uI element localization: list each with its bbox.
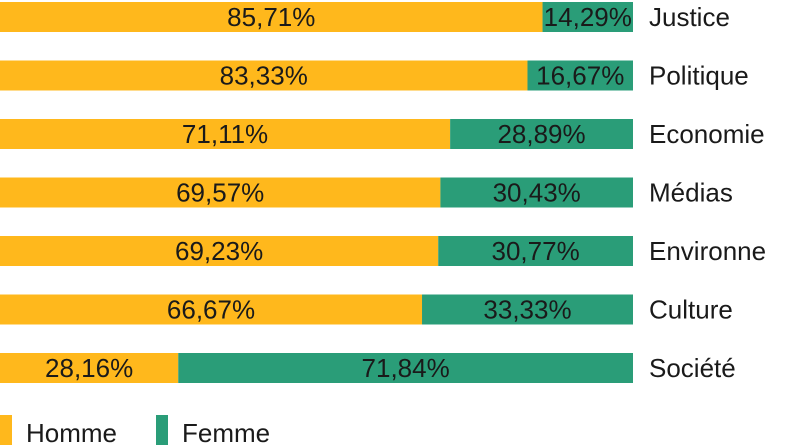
legend: Homme Femme (0, 415, 270, 448)
bar-homme-economie (0, 119, 451, 149)
data-label-homme-politique: 83,33% (220, 61, 308, 91)
data-label-femme-culture: 33,33% (483, 295, 571, 325)
bar-homme-justice (0, 2, 543, 32)
data-label-femme-justice: 14,29% (544, 2, 632, 32)
data-label-homme-medias: 69,57% (176, 178, 264, 208)
data-label-femme-politique: 16,67% (536, 61, 624, 91)
bar-homme-societe (0, 353, 179, 383)
data-label-homme-societe: 28,16% (45, 353, 133, 383)
bar-femme-culture (422, 294, 633, 325)
category-label-culture: Culture (649, 295, 733, 325)
category-label-medias: Médias (649, 178, 733, 208)
data-label-femme-environne: 30,77% (492, 236, 580, 266)
data-label-femme-societe: 71,84% (362, 353, 450, 383)
data-label-homme-economie: 71,11% (182, 119, 268, 149)
legend-swatch-femme (156, 415, 168, 445)
data-label-homme-justice: 85,71% (227, 2, 315, 32)
category-label-justice: Justice (649, 2, 730, 32)
bar-homme-culture (0, 294, 423, 325)
legend-swatch-homme (0, 415, 12, 445)
bar-homme-medias (0, 177, 441, 208)
bars-group: 85,71% 14,29% Justice 83,33% 16,67% Politique… (0, 2, 766, 383)
category-label-politique: Politique (649, 61, 749, 91)
bar-femme-medias (440, 177, 633, 208)
bar-femme-justice (542, 2, 633, 32)
category-label-environne: Environne (649, 236, 766, 266)
data-label-homme-culture: 66,67% (167, 295, 255, 325)
legend-label-homme: Homme (26, 418, 117, 448)
legend-label-femme: Femme (182, 418, 270, 448)
data-label-femme-medias: 30,43% (493, 178, 581, 208)
category-label-economie: Economie (649, 119, 765, 149)
bar-femme-economie (450, 119, 633, 149)
bar-homme-environne (0, 236, 439, 266)
data-label-homme-environne: 69,23% (175, 236, 263, 266)
bar-homme-politique (0, 60, 528, 91)
data-label-femme-economie: 28,89% (497, 119, 585, 149)
bar-femme-politique (527, 60, 633, 91)
bar-femme-environne (438, 236, 633, 266)
category-label-societe: Société (649, 353, 736, 383)
bar-femme-societe (178, 353, 633, 383)
